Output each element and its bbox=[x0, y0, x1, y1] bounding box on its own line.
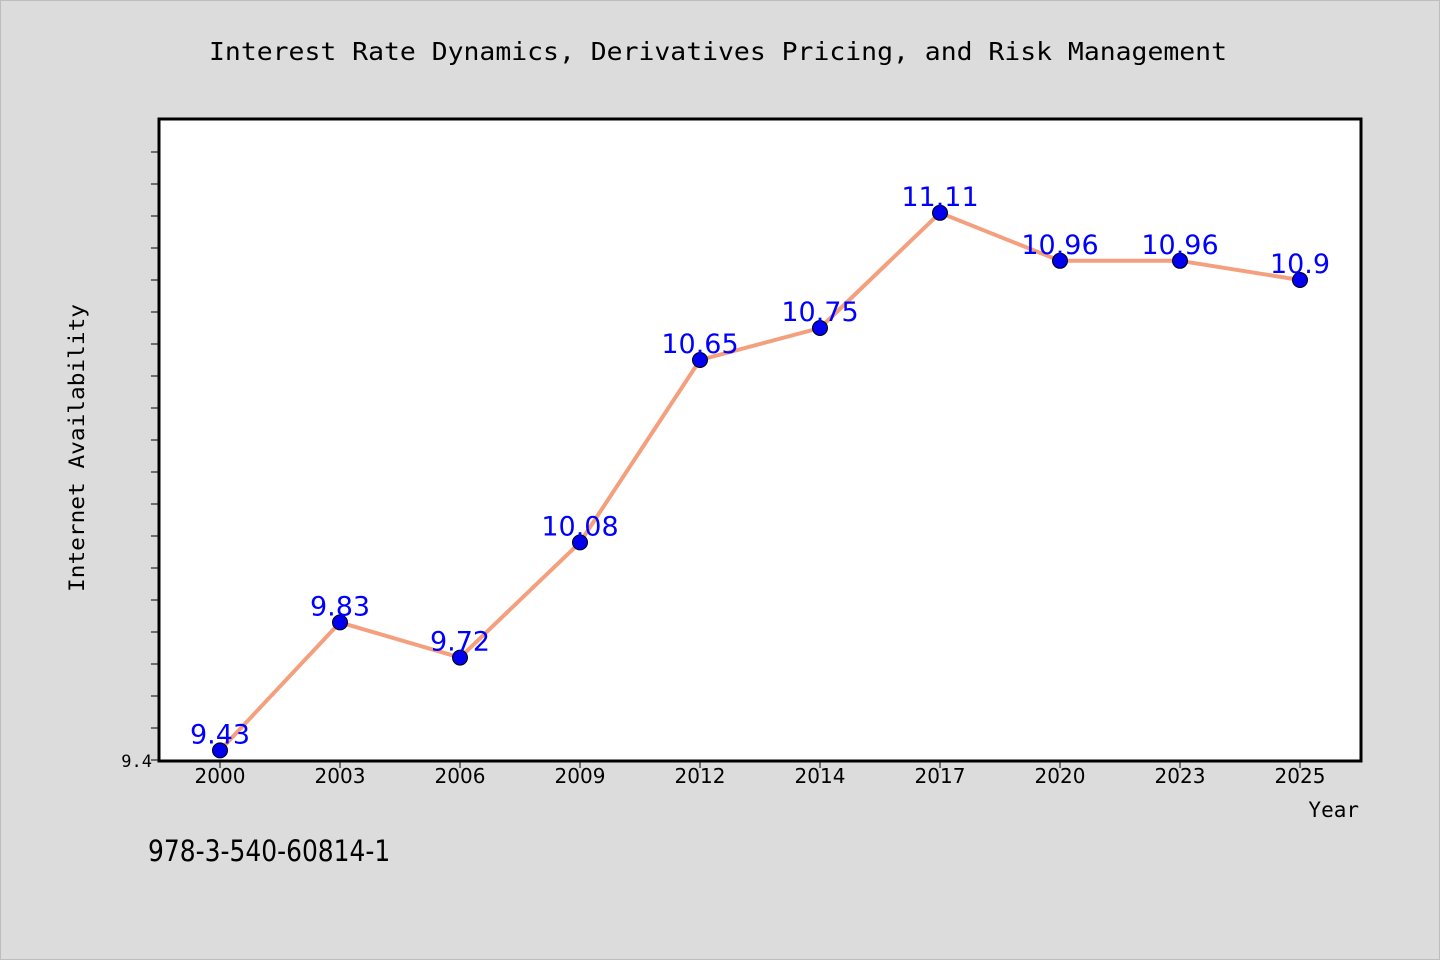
data-labels: 9.43 9.83 9.72 10.08 10.65 10.75 11.11 10.96 10.… bbox=[190, 182, 1330, 751]
data-label: 10.75 bbox=[781, 297, 858, 328]
data-label: 10.96 bbox=[1021, 230, 1098, 261]
data-point bbox=[332, 614, 348, 631]
data-label: 9.83 bbox=[310, 591, 370, 622]
data-label: 9.72 bbox=[430, 627, 490, 658]
data-point bbox=[1052, 252, 1068, 269]
data-label: 10.08 bbox=[541, 511, 618, 542]
data-label: 10.96 bbox=[1141, 230, 1218, 261]
x-tick-label: 2006 bbox=[435, 764, 486, 788]
series-line bbox=[218, 210, 1302, 753]
y-tick-label: 9.4 bbox=[121, 752, 152, 772]
x-tick-label: 2009 bbox=[555, 764, 606, 788]
x-tick-label: 2014 bbox=[795, 764, 846, 788]
data-point bbox=[692, 352, 708, 368]
plot-area bbox=[157, 117, 1363, 763]
data-point bbox=[452, 649, 468, 666]
data-point bbox=[212, 742, 228, 759]
x-tick-label: 2025 bbox=[1275, 764, 1326, 788]
x-tick-label: 2003 bbox=[315, 764, 366, 788]
data-label: 11.11 bbox=[901, 182, 978, 213]
data-label: 9.43 bbox=[190, 719, 250, 750]
x-tick-label: 2023 bbox=[1155, 764, 1206, 788]
x-axis-ticks: 2000 2003 2006 2009 2012 2014 2017 2020 2023 2025 bbox=[195, 761, 1326, 788]
y-axis-ticks: 9.4 bbox=[121, 151, 159, 772]
x-tick-label: 2017 bbox=[915, 764, 966, 788]
data-point bbox=[1172, 252, 1188, 269]
data-point bbox=[1292, 272, 1308, 288]
chart-title: Interest Rate Dynamics, Derivatives Pric… bbox=[209, 37, 1227, 66]
data-label: 10.65 bbox=[661, 329, 738, 360]
data-point bbox=[572, 534, 588, 551]
x-tick-label: 2012 bbox=[675, 764, 726, 788]
isbn-label: 978-3-540-60814-1 bbox=[148, 834, 391, 868]
series-line-group bbox=[218, 210, 1302, 753]
x-tick-label: 2000 bbox=[195, 764, 246, 788]
data-point bbox=[932, 204, 948, 221]
data-point bbox=[812, 320, 828, 336]
y-axis-label: Internet Availability bbox=[65, 304, 89, 592]
x-tick-label: 2020 bbox=[1035, 764, 1086, 788]
data-label: 10.9 bbox=[1270, 249, 1330, 280]
x-axis-label: Year bbox=[1308, 798, 1359, 822]
data-markers bbox=[212, 204, 1308, 759]
